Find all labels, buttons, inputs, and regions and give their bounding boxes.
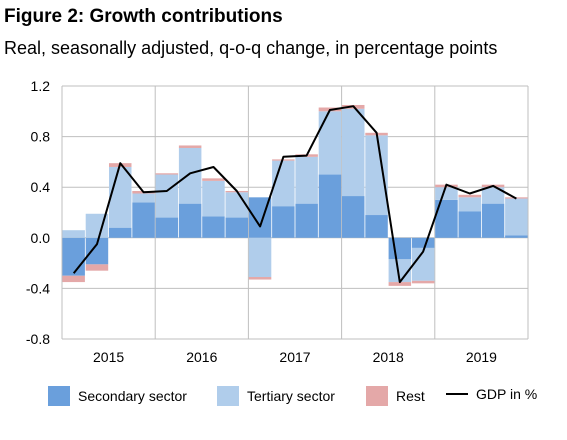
x-year-label: 2018 bbox=[373, 349, 404, 365]
bar-rest bbox=[458, 194, 481, 198]
bar-secondary bbox=[85, 237, 109, 265]
legend-label-rest: Rest bbox=[396, 388, 425, 404]
legend-item-tertiary: Tertiary sector bbox=[217, 386, 335, 406]
gdp-line bbox=[72, 105, 517, 284]
legend-swatch-secondary bbox=[48, 386, 70, 406]
bar-rest bbox=[388, 282, 412, 286]
bar-secondary bbox=[411, 237, 435, 248]
legend-item-rest: Rest bbox=[366, 386, 425, 406]
bar-secondary bbox=[155, 217, 179, 238]
legend-item-gdp: GDP in % bbox=[446, 386, 537, 402]
legend-label-tertiary: Tertiary sector bbox=[247, 388, 335, 404]
y-tick-label: -0.4 bbox=[26, 280, 50, 296]
bar-secondary bbox=[481, 203, 505, 238]
bar-secondary bbox=[178, 203, 202, 238]
bar-rest bbox=[248, 277, 272, 280]
bar-secondary bbox=[505, 235, 528, 238]
legend-swatch-rest bbox=[366, 386, 388, 406]
bar-rest bbox=[202, 178, 225, 181]
figure-subtitle: Real, seasonally adjusted, q-o-q change,… bbox=[4, 38, 498, 58]
bar-tertiary bbox=[458, 197, 481, 212]
bar-tertiary bbox=[342, 108, 365, 197]
bar-tertiary bbox=[85, 213, 109, 238]
bar-tertiary bbox=[295, 156, 318, 204]
bar-secondary bbox=[295, 203, 318, 238]
bar-tertiary bbox=[481, 187, 505, 204]
x-year-label: 2015 bbox=[93, 349, 124, 365]
bar-secondary bbox=[62, 237, 85, 276]
x-year-label: 2016 bbox=[186, 349, 217, 365]
y-tick-label: -0.8 bbox=[26, 331, 50, 347]
bar-tertiary bbox=[411, 247, 435, 281]
bar-rest bbox=[155, 173, 179, 175]
bar-rest bbox=[85, 264, 109, 271]
figure-title: Figure 2: Growth contributions bbox=[4, 6, 283, 27]
bar-rest bbox=[62, 275, 85, 283]
bar-secondary bbox=[435, 199, 458, 238]
bar-tertiary bbox=[202, 180, 225, 217]
bar-tertiary bbox=[318, 111, 342, 175]
chart-legend: Secondary sector Tertiary sector Rest GD… bbox=[0, 386, 567, 408]
bar-secondary bbox=[272, 206, 295, 238]
bar-tertiary bbox=[62, 230, 85, 238]
bar-rest bbox=[411, 280, 435, 284]
legend-label-secondary: Secondary sector bbox=[78, 388, 187, 404]
y-tick-label: 0.4 bbox=[31, 179, 51, 195]
bar-tertiary bbox=[132, 193, 155, 203]
legend-swatch-tertiary bbox=[217, 386, 239, 406]
bar-secondary bbox=[365, 215, 388, 238]
y-tick-label: 1.2 bbox=[31, 78, 51, 94]
bar-secondary bbox=[109, 227, 132, 238]
x-year-label: 2017 bbox=[279, 349, 310, 365]
bar-tertiary bbox=[248, 237, 272, 278]
bar-tertiary bbox=[155, 174, 179, 218]
bar-tertiary bbox=[109, 166, 132, 228]
bar-tertiary bbox=[178, 147, 202, 204]
bar-tertiary bbox=[435, 187, 458, 200]
bar-tertiary bbox=[365, 135, 388, 216]
bar-tertiary bbox=[388, 259, 412, 283]
growth-contributions-chart: -0.8 -0.4 0.0 0.4 0.8 1.2 2015 2016 2017 2018 2019 bbox=[26, 78, 529, 365]
bar-tertiary bbox=[505, 198, 528, 236]
legend-swatch-gdp bbox=[446, 393, 468, 395]
bar-secondary bbox=[202, 216, 225, 238]
x-year-label: 2019 bbox=[466, 349, 497, 365]
bar-secondary bbox=[458, 211, 481, 238]
y-tick-label: 0.0 bbox=[31, 230, 51, 246]
bar-secondary bbox=[318, 174, 342, 238]
bar-secondary bbox=[132, 202, 155, 238]
bar-tertiary bbox=[225, 192, 248, 218]
legend-label-gdp: GDP in % bbox=[476, 386, 538, 402]
bar-rest bbox=[178, 145, 202, 148]
legend-item-secondary: Secondary sector bbox=[48, 386, 187, 406]
bar-secondary bbox=[342, 196, 365, 238]
bar-secondary bbox=[225, 217, 248, 238]
bar-secondary bbox=[388, 237, 412, 260]
y-tick-label: 0.8 bbox=[31, 129, 51, 145]
